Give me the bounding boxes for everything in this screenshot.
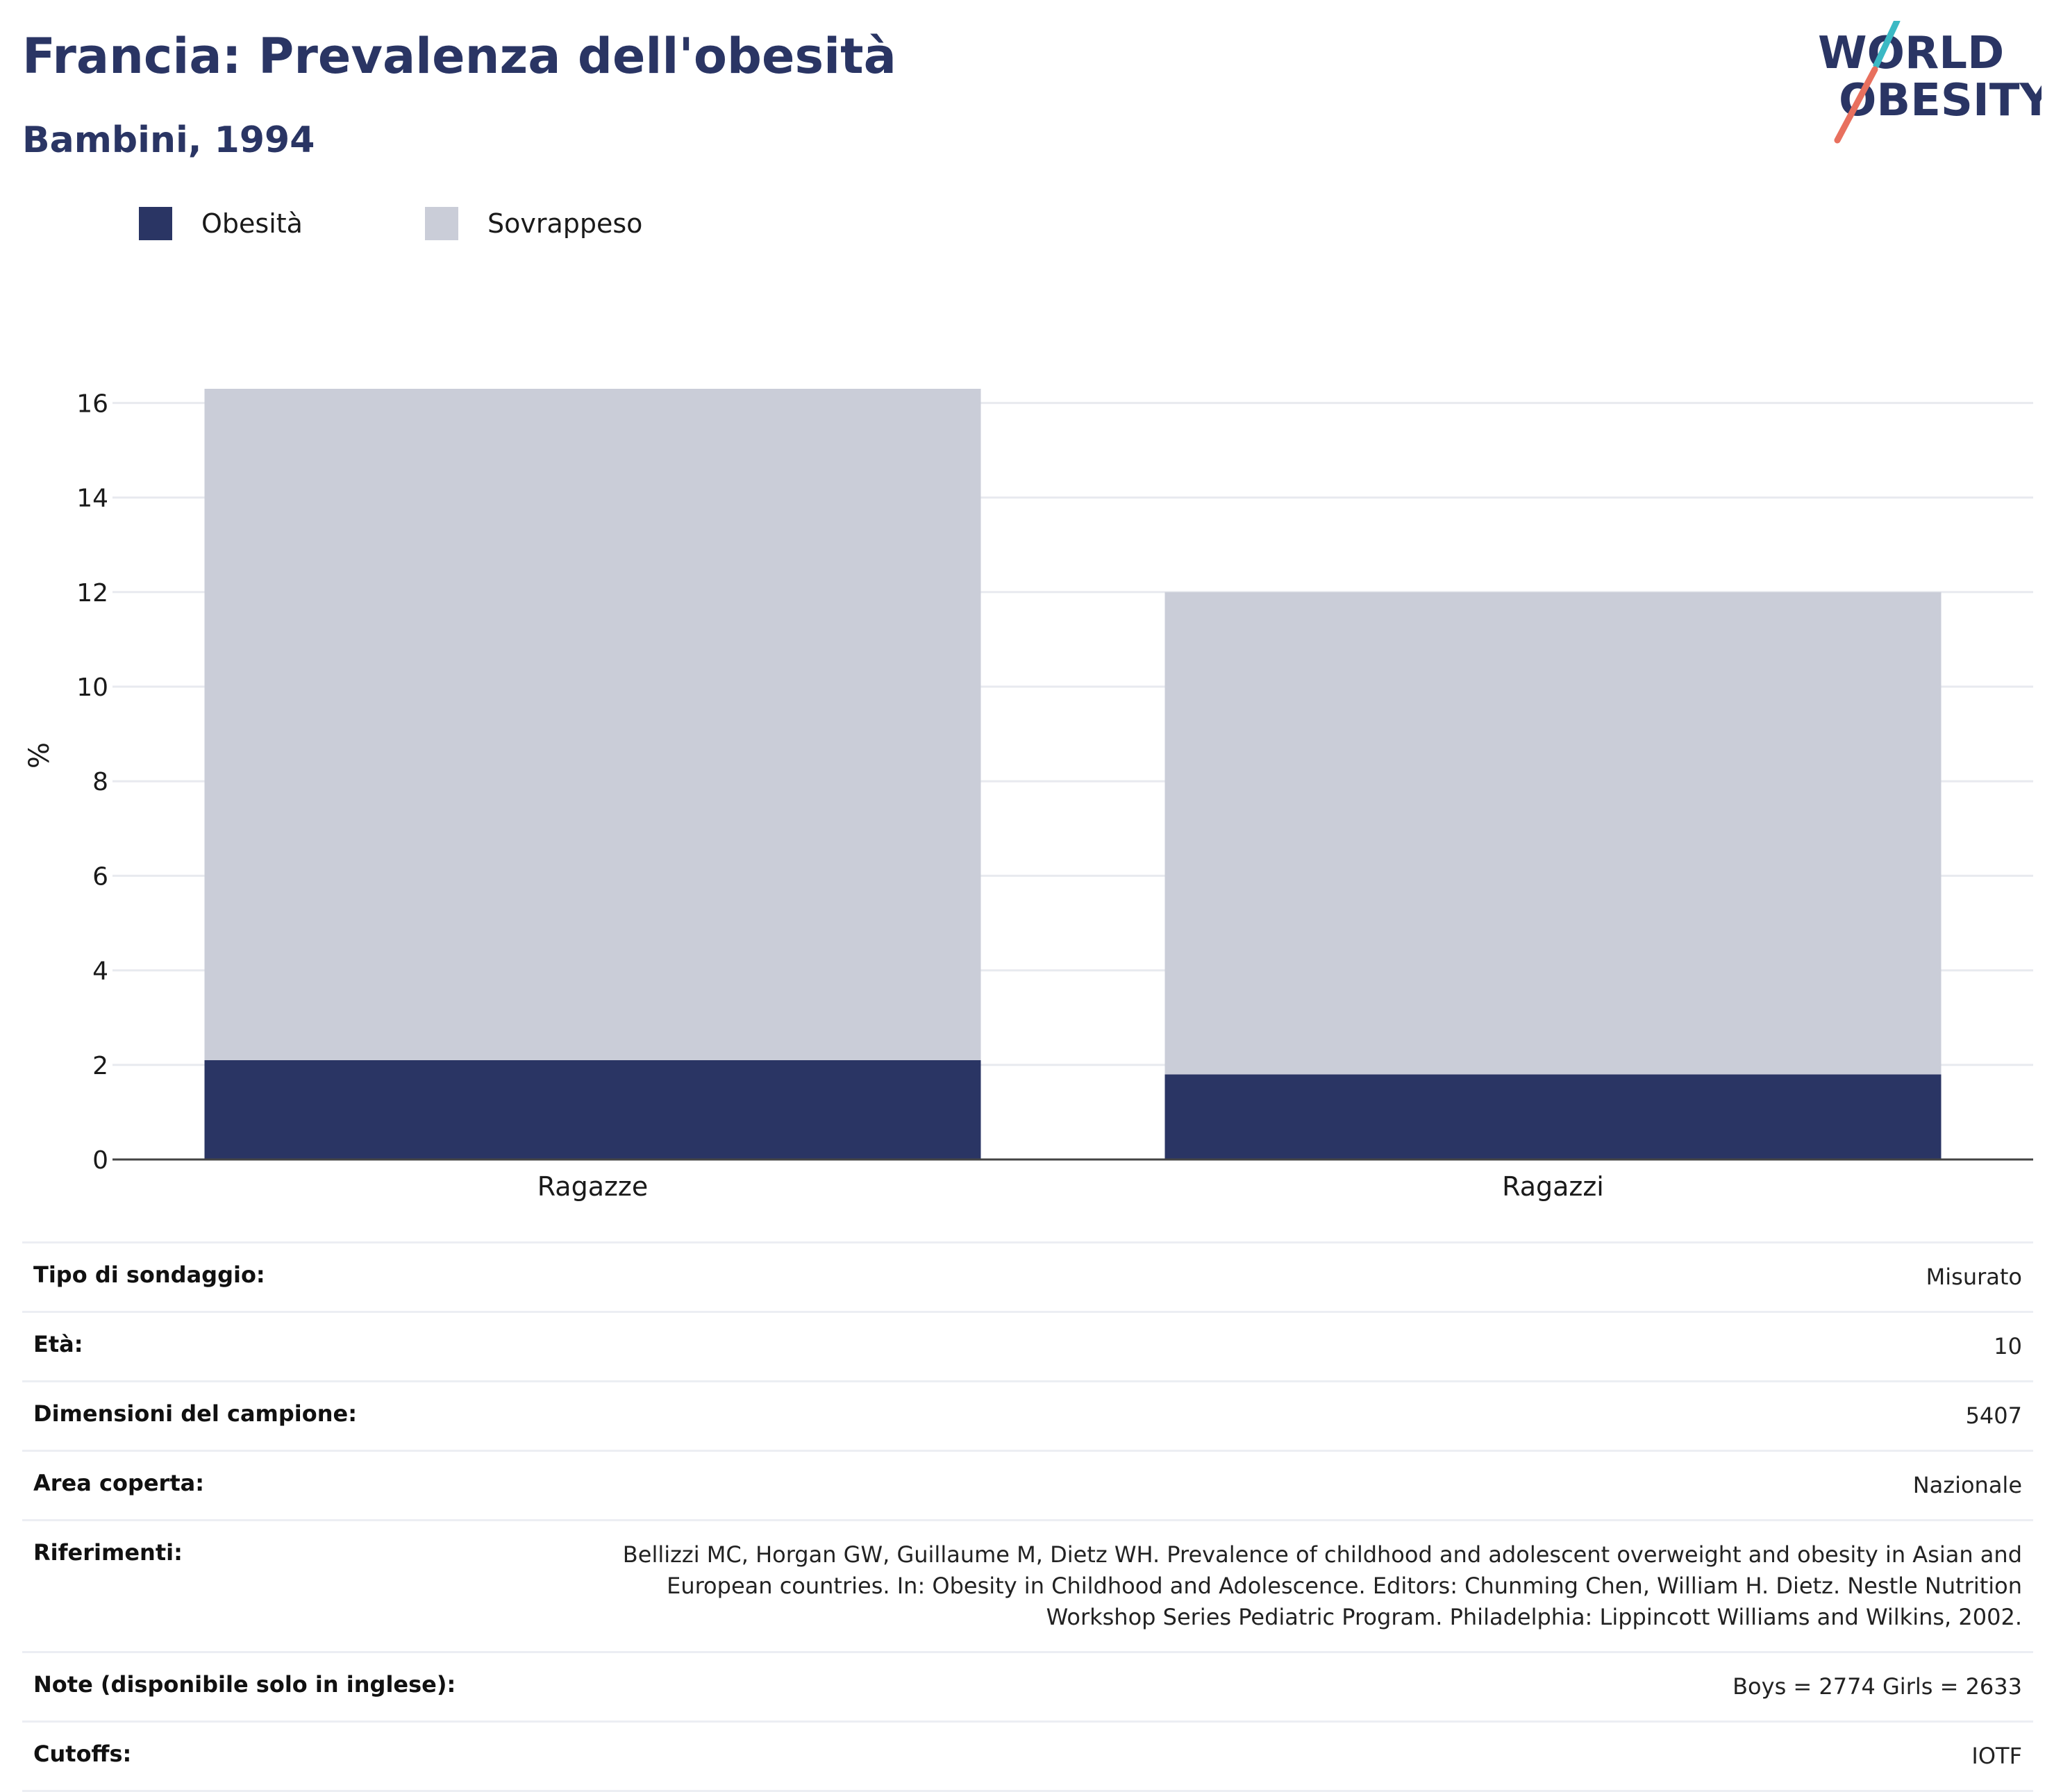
- y-tick-label: 0: [92, 1146, 108, 1175]
- legend-swatch-obesity: [139, 207, 172, 240]
- legend-swatch-overweight: [425, 207, 458, 240]
- info-row-survey-type: Tipo di sondaggio: Misurato: [22, 1241, 2033, 1311]
- world-obesity-logo: WORLD OBESITY: [1818, 21, 2042, 144]
- info-key: Dimensioni del campione:: [33, 1400, 358, 1427]
- y-tick-label: 6: [92, 862, 108, 891]
- y-axis-label: %: [24, 742, 56, 769]
- info-value: Bellizzi MC, Horgan GW, Guillaume M, Die…: [622, 1541, 2022, 1630]
- info-row-notes: Note (disponibile solo in inglese): Boys…: [22, 1651, 2033, 1720]
- info-row-references: Riferimenti: Bellizzi MC, Horgan GW, Gui…: [22, 1519, 2033, 1651]
- info-value: Nazionale: [1912, 1472, 2022, 1498]
- info-value: Boys = 2774 Girls = 2633: [1732, 1673, 2022, 1700]
- info-row-sample-size: Dimensioni del campione: 5407: [22, 1380, 2033, 1450]
- chart-subtitle: Bambini, 1994: [22, 119, 315, 161]
- y-tick-label: 12: [76, 579, 108, 608]
- info-table: Tipo di sondaggio: Misurato Età: 10 Dime…: [22, 1241, 2033, 1792]
- logo-text-world: WORLD: [1818, 28, 2004, 79]
- info-row-area: Area coperta: Nazionale: [22, 1450, 2033, 1519]
- legend-label-overweight: Sovrappeso: [487, 208, 643, 239]
- bar-obesity-ragazzi: [1164, 1074, 1942, 1159]
- logo-slash-teal: [1873, 21, 1901, 69]
- info-key: Cutoffs:: [33, 1741, 132, 1767]
- info-value: 5407: [1965, 1402, 2022, 1429]
- logo-slash-coral: [1834, 66, 1878, 144]
- x-tick-label: Ragazze: [537, 1171, 649, 1202]
- info-key: Riferimenti:: [33, 1539, 183, 1566]
- info-key: Tipo di sondaggio:: [33, 1262, 265, 1288]
- y-tick-label: 14: [76, 485, 108, 513]
- info-row-cutoffs: Cutoffs: IOTF: [22, 1720, 2033, 1792]
- y-tick-label: 10: [76, 673, 108, 702]
- y-tick-label: 2: [92, 1052, 108, 1080]
- info-value: Misurato: [1926, 1264, 2022, 1290]
- logo-text-obesity: OBESITY: [1839, 75, 2042, 126]
- legend-item-overweight[interactable]: Sovrappeso: [425, 207, 642, 240]
- info-row-age: Età: 10: [22, 1311, 2033, 1380]
- stacked-bar-chart: 0 2 4 6 8 10 12 14 16% Ragazze Ragazzi: [24, 388, 2033, 1202]
- bar-overweight-ragazzi: [1164, 592, 1942, 1075]
- x-tick-label: Ragazzi: [1502, 1171, 1604, 1202]
- legend-item-obesity[interactable]: Obesità: [139, 207, 303, 240]
- y-tick-label: 8: [92, 768, 108, 796]
- info-key: Età:: [33, 1331, 83, 1357]
- chart-title: Francia: Prevalenza dell'obesità: [22, 28, 896, 85]
- y-tick-label: 4: [92, 957, 108, 986]
- info-value: 10: [1994, 1333, 2022, 1359]
- y-tick-label: 16: [76, 390, 108, 418]
- bar-obesity-ragazze: [204, 1060, 981, 1159]
- legend-label-obesity: Obesità: [201, 208, 303, 239]
- info-value: IOTF: [1971, 1743, 2022, 1769]
- info-key: Note (disponibile solo in inglese):: [33, 1671, 456, 1698]
- bar-overweight-ragazze: [204, 388, 981, 1060]
- info-key: Area coperta:: [33, 1470, 205, 1496]
